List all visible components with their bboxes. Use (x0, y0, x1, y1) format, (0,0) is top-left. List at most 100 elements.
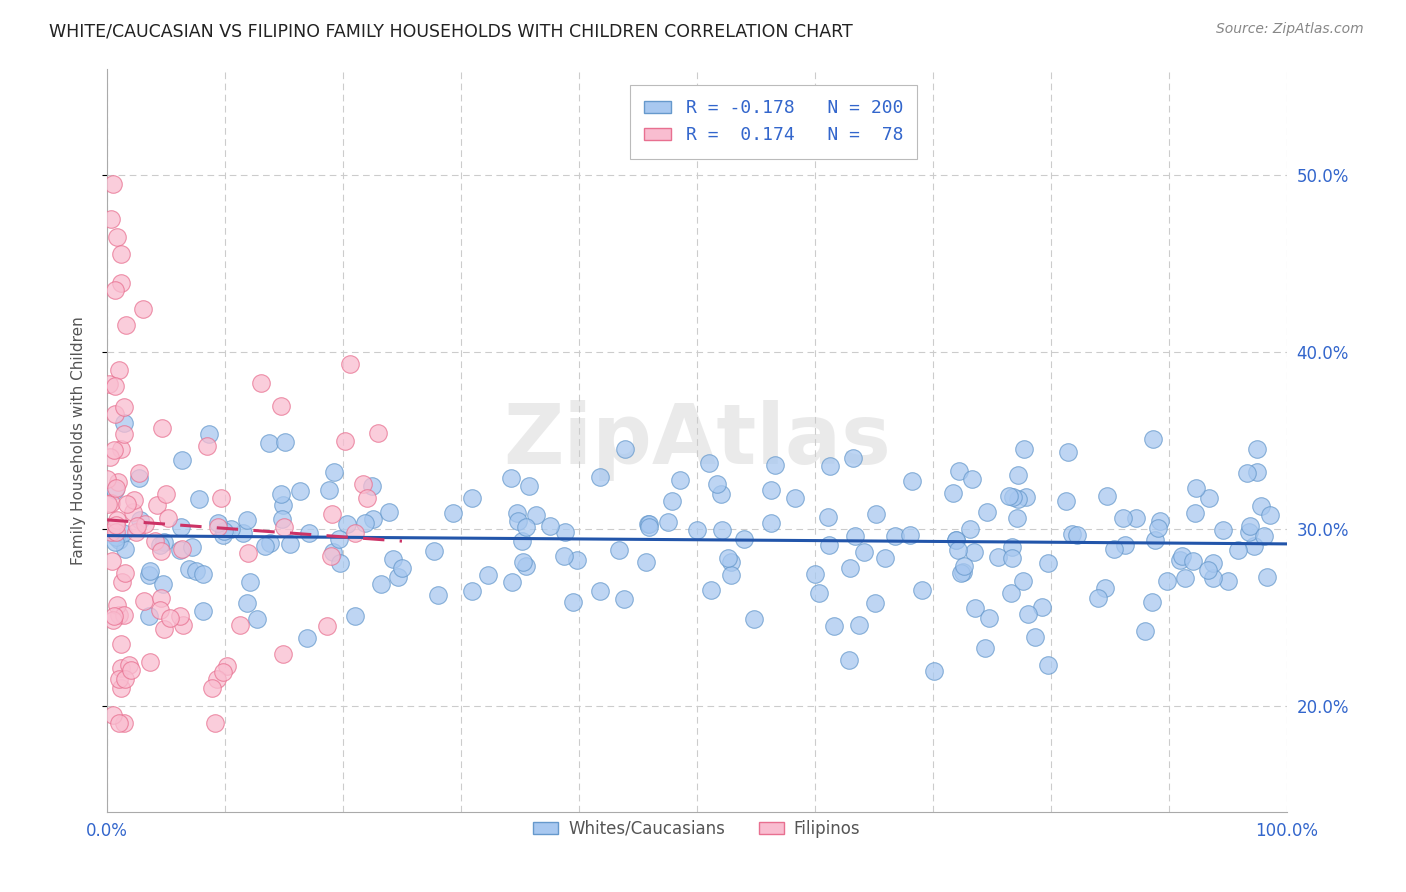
Point (105, 229, 128, 244)
Point (184, 564, 207, 578)
Point (1250, 499, 1272, 513)
Point (1198, 491, 1220, 505)
Point (959, 522, 981, 536)
Point (884, 529, 907, 543)
Point (898, 528, 921, 542)
Point (150, 544, 173, 558)
Point (328, 532, 350, 546)
Point (977, 611, 1000, 625)
Point (339, 357, 361, 371)
Point (637, 517, 659, 532)
Point (273, 647, 295, 661)
Point (110, 681, 132, 696)
Point (783, 491, 806, 506)
Point (863, 596, 886, 610)
Point (152, 623, 174, 637)
Point (426, 588, 449, 602)
Point (508, 514, 530, 528)
Point (271, 511, 294, 525)
Point (98, 450, 121, 464)
Point (273, 520, 295, 534)
Point (238, 546, 260, 560)
Point (733, 532, 755, 546)
Point (1095, 489, 1118, 503)
Point (987, 549, 1010, 564)
Point (353, 516, 375, 530)
Point (270, 487, 292, 501)
Point (613, 592, 636, 607)
Point (515, 558, 537, 573)
Point (235, 596, 257, 610)
Point (209, 491, 232, 506)
Point (720, 555, 742, 569)
Point (207, 516, 229, 530)
Point (974, 640, 997, 655)
Point (112, 607, 135, 622)
Point (111, 574, 134, 589)
Point (149, 591, 172, 605)
Point (150, 421, 173, 435)
Point (1062, 526, 1084, 541)
Point (107, 363, 129, 377)
Point (512, 555, 534, 569)
Point (1168, 553, 1191, 567)
Point (517, 478, 540, 492)
Point (838, 653, 860, 667)
Point (1102, 541, 1125, 556)
Point (278, 537, 301, 551)
Point (103, 608, 125, 623)
Point (477, 568, 499, 582)
Point (1087, 591, 1109, 606)
Point (761, 483, 783, 497)
Point (960, 472, 983, 486)
Point (239, 574, 262, 589)
Point (761, 516, 783, 531)
Point (1012, 442, 1035, 456)
Point (1135, 624, 1157, 639)
Point (697, 456, 720, 470)
Point (852, 545, 875, 559)
Point (191, 604, 214, 618)
Point (997, 490, 1019, 504)
Point (110, 247, 132, 261)
Point (259, 436, 281, 450)
Point (710, 487, 733, 501)
Point (1239, 518, 1261, 533)
Point (706, 476, 728, 491)
Point (1094, 581, 1116, 595)
Point (1236, 466, 1258, 480)
Point (343, 608, 366, 623)
Text: ZipAtlas: ZipAtlas (503, 400, 891, 481)
Point (1253, 529, 1275, 543)
Point (669, 473, 692, 487)
Point (125, 524, 148, 539)
Point (138, 567, 160, 582)
Point (104, 535, 127, 549)
Point (1184, 481, 1206, 495)
Point (1246, 465, 1268, 479)
Point (838, 561, 860, 575)
Point (157, 511, 180, 525)
Point (356, 491, 378, 505)
Text: Source: ZipAtlas.com: Source: ZipAtlas.com (1216, 22, 1364, 37)
Point (100, 524, 122, 539)
Point (901, 474, 924, 488)
Point (114, 716, 136, 731)
Point (911, 582, 934, 597)
Point (1243, 539, 1265, 553)
Point (873, 550, 896, 565)
Point (107, 475, 129, 490)
Point (139, 655, 162, 669)
Point (1007, 491, 1029, 506)
Point (250, 376, 273, 390)
Point (232, 526, 254, 541)
Point (177, 562, 200, 576)
Point (352, 476, 374, 491)
Point (114, 566, 136, 581)
Point (321, 507, 343, 521)
Point (152, 577, 174, 591)
Point (1156, 574, 1178, 588)
Point (211, 528, 233, 542)
Point (110, 637, 132, 651)
Point (370, 577, 392, 591)
